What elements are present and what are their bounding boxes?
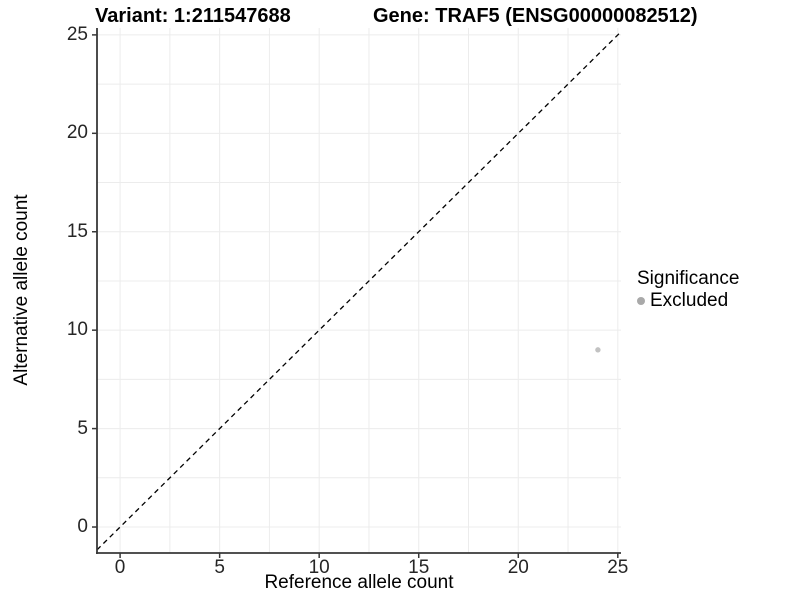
legend-title: Significance <box>637 268 740 289</box>
x-axis-tick-label: 25 <box>607 557 629 578</box>
x-axis-tick-label: 0 <box>114 557 126 578</box>
identity-line <box>96 31 622 551</box>
x-axis-tick-label: 15 <box>408 557 430 578</box>
y-axis-tick-label: 5 <box>77 417 88 439</box>
y-axis-tick-label: 0 <box>77 516 88 538</box>
y-axis-title: Alternative allele count <box>11 194 32 386</box>
y-axis-tick-label: 15 <box>66 220 88 242</box>
y-axis-tick-label: 20 <box>66 122 88 144</box>
legend-point-icon <box>637 297 645 305</box>
legend: Significance Excluded <box>637 268 739 312</box>
y-axis-tick-label: 10 <box>66 319 88 341</box>
data-point <box>595 347 601 353</box>
y-axis-tick-label: 25 <box>66 23 88 45</box>
legend-item-excluded: Excluded <box>637 290 739 312</box>
plot-title-variant: Variant: 1:211547688 <box>95 5 291 27</box>
x-axis-tick-label: 20 <box>507 557 529 578</box>
plot-title-gene: Gene: TRAF5 (ENSG00000082512) <box>373 5 698 27</box>
x-axis-tick-label: 10 <box>308 557 330 578</box>
x-axis-title: Reference allele count <box>264 572 454 593</box>
x-axis-tick-label: 5 <box>214 557 225 578</box>
legend-item-label: Excluded <box>650 290 729 311</box>
